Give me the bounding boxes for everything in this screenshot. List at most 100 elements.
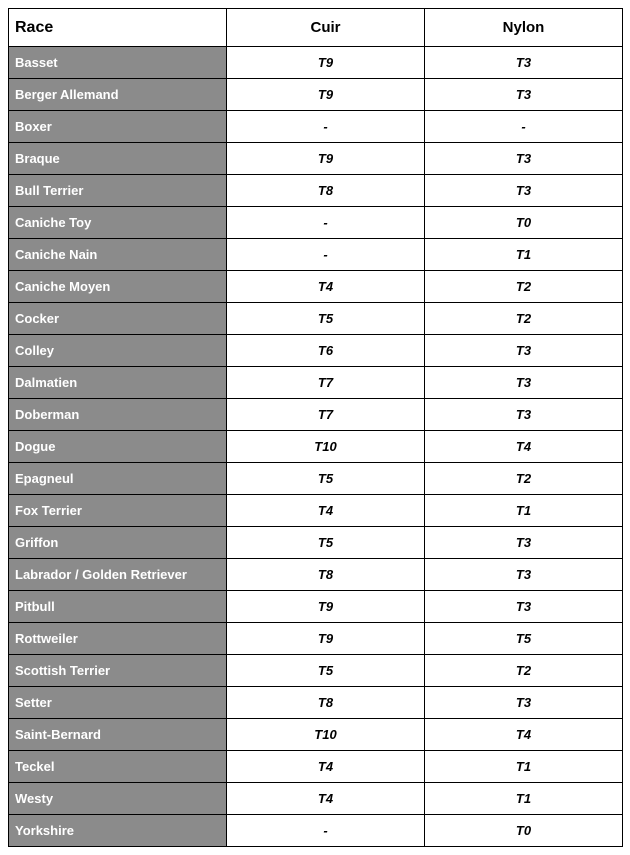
race-cell: Braque xyxy=(9,143,227,175)
race-cell: Caniche Moyen xyxy=(9,271,227,303)
race-cell: Epagneul xyxy=(9,463,227,495)
nylon-cell: T3 xyxy=(425,47,623,79)
nylon-cell: T3 xyxy=(425,79,623,111)
cuir-cell: T10 xyxy=(227,431,425,463)
cuir-cell: T8 xyxy=(227,687,425,719)
cuir-cell: T6 xyxy=(227,335,425,367)
col-header-cuir: Cuir xyxy=(227,9,425,47)
race-cell: Griffon xyxy=(9,527,227,559)
cuir-cell: T5 xyxy=(227,527,425,559)
nylon-cell: T3 xyxy=(425,591,623,623)
nylon-cell: T1 xyxy=(425,751,623,783)
table-row: Boxer-- xyxy=(9,111,623,143)
nylon-cell: T4 xyxy=(425,431,623,463)
cuir-cell: - xyxy=(227,239,425,271)
race-cell: Dogue xyxy=(9,431,227,463)
table-header-row: Race Cuir Nylon xyxy=(9,9,623,47)
table-row: Scottish TerrierT5T2 xyxy=(9,655,623,687)
table-row: Caniche Nain-T1 xyxy=(9,239,623,271)
race-cell: Yorkshire xyxy=(9,815,227,847)
cuir-cell: T7 xyxy=(227,367,425,399)
nylon-cell: T3 xyxy=(425,559,623,591)
cuir-cell: T5 xyxy=(227,655,425,687)
race-cell: Fox Terrier xyxy=(9,495,227,527)
nylon-cell: T2 xyxy=(425,271,623,303)
cuir-cell: T10 xyxy=(227,719,425,751)
cuir-cell: T9 xyxy=(227,623,425,655)
table-row: ColleyT6T3 xyxy=(9,335,623,367)
nylon-cell: T1 xyxy=(425,783,623,815)
nylon-cell: T3 xyxy=(425,175,623,207)
cuir-cell: T9 xyxy=(227,47,425,79)
table-row: Labrador / Golden RetrieverT8T3 xyxy=(9,559,623,591)
nylon-cell: - xyxy=(425,111,623,143)
cuir-cell: T7 xyxy=(227,399,425,431)
nylon-cell: T1 xyxy=(425,495,623,527)
nylon-cell: T0 xyxy=(425,815,623,847)
race-cell: Bull Terrier xyxy=(9,175,227,207)
race-cell: Caniche Nain xyxy=(9,239,227,271)
race-cell: Colley xyxy=(9,335,227,367)
nylon-cell: T3 xyxy=(425,527,623,559)
race-cell: Pitbull xyxy=(9,591,227,623)
race-cell: Westy xyxy=(9,783,227,815)
table-row: Caniche Toy-T0 xyxy=(9,207,623,239)
table-row: CockerT5T2 xyxy=(9,303,623,335)
race-cell: Berger Allemand xyxy=(9,79,227,111)
cuir-cell: T9 xyxy=(227,143,425,175)
table-row: PitbullT9T3 xyxy=(9,591,623,623)
nylon-cell: T2 xyxy=(425,463,623,495)
col-header-nylon: Nylon xyxy=(425,9,623,47)
table-row: RottweilerT9T5 xyxy=(9,623,623,655)
table-body: BassetT9T3Berger AllemandT9T3Boxer--Braq… xyxy=(9,47,623,847)
race-cell: Setter xyxy=(9,687,227,719)
table-row: DogueT10T4 xyxy=(9,431,623,463)
table-row: Yorkshire-T0 xyxy=(9,815,623,847)
table-row: SetterT8T3 xyxy=(9,687,623,719)
table-row: Fox TerrierT4T1 xyxy=(9,495,623,527)
table-row: BraqueT9T3 xyxy=(9,143,623,175)
race-cell: Caniche Toy xyxy=(9,207,227,239)
nylon-cell: T3 xyxy=(425,335,623,367)
nylon-cell: T3 xyxy=(425,143,623,175)
nylon-cell: T3 xyxy=(425,687,623,719)
nylon-cell: T3 xyxy=(425,399,623,431)
nylon-cell: T1 xyxy=(425,239,623,271)
race-cell: Boxer xyxy=(9,111,227,143)
nylon-cell: T0 xyxy=(425,207,623,239)
cuir-cell: T9 xyxy=(227,79,425,111)
race-cell: Rottweiler xyxy=(9,623,227,655)
race-cell: Doberman xyxy=(9,399,227,431)
table-row: GriffonT5T3 xyxy=(9,527,623,559)
table-row: BassetT9T3 xyxy=(9,47,623,79)
sizing-table: Race Cuir Nylon BassetT9T3Berger Alleman… xyxy=(8,8,623,847)
nylon-cell: T5 xyxy=(425,623,623,655)
table-row: WestyT4T1 xyxy=(9,783,623,815)
cuir-cell: T8 xyxy=(227,559,425,591)
table-row: DobermanT7T3 xyxy=(9,399,623,431)
cuir-cell: T5 xyxy=(227,463,425,495)
race-cell: Scottish Terrier xyxy=(9,655,227,687)
cuir-cell: T4 xyxy=(227,495,425,527)
nylon-cell: T4 xyxy=(425,719,623,751)
cuir-cell: - xyxy=(227,815,425,847)
race-cell: Dalmatien xyxy=(9,367,227,399)
table-row: DalmatienT7T3 xyxy=(9,367,623,399)
nylon-cell: T3 xyxy=(425,367,623,399)
cuir-cell: T4 xyxy=(227,783,425,815)
table-row: Saint-BernardT10T4 xyxy=(9,719,623,751)
cuir-cell: T9 xyxy=(227,591,425,623)
race-cell: Teckel xyxy=(9,751,227,783)
cuir-cell: T5 xyxy=(227,303,425,335)
cuir-cell: T8 xyxy=(227,175,425,207)
table-row: Berger AllemandT9T3 xyxy=(9,79,623,111)
table-row: TeckelT4T1 xyxy=(9,751,623,783)
nylon-cell: T2 xyxy=(425,303,623,335)
nylon-cell: T2 xyxy=(425,655,623,687)
race-cell: Cocker xyxy=(9,303,227,335)
cuir-cell: T4 xyxy=(227,751,425,783)
table-row: Caniche MoyenT4T2 xyxy=(9,271,623,303)
table-row: EpagneulT5T2 xyxy=(9,463,623,495)
cuir-cell: - xyxy=(227,207,425,239)
race-cell: Labrador / Golden Retriever xyxy=(9,559,227,591)
